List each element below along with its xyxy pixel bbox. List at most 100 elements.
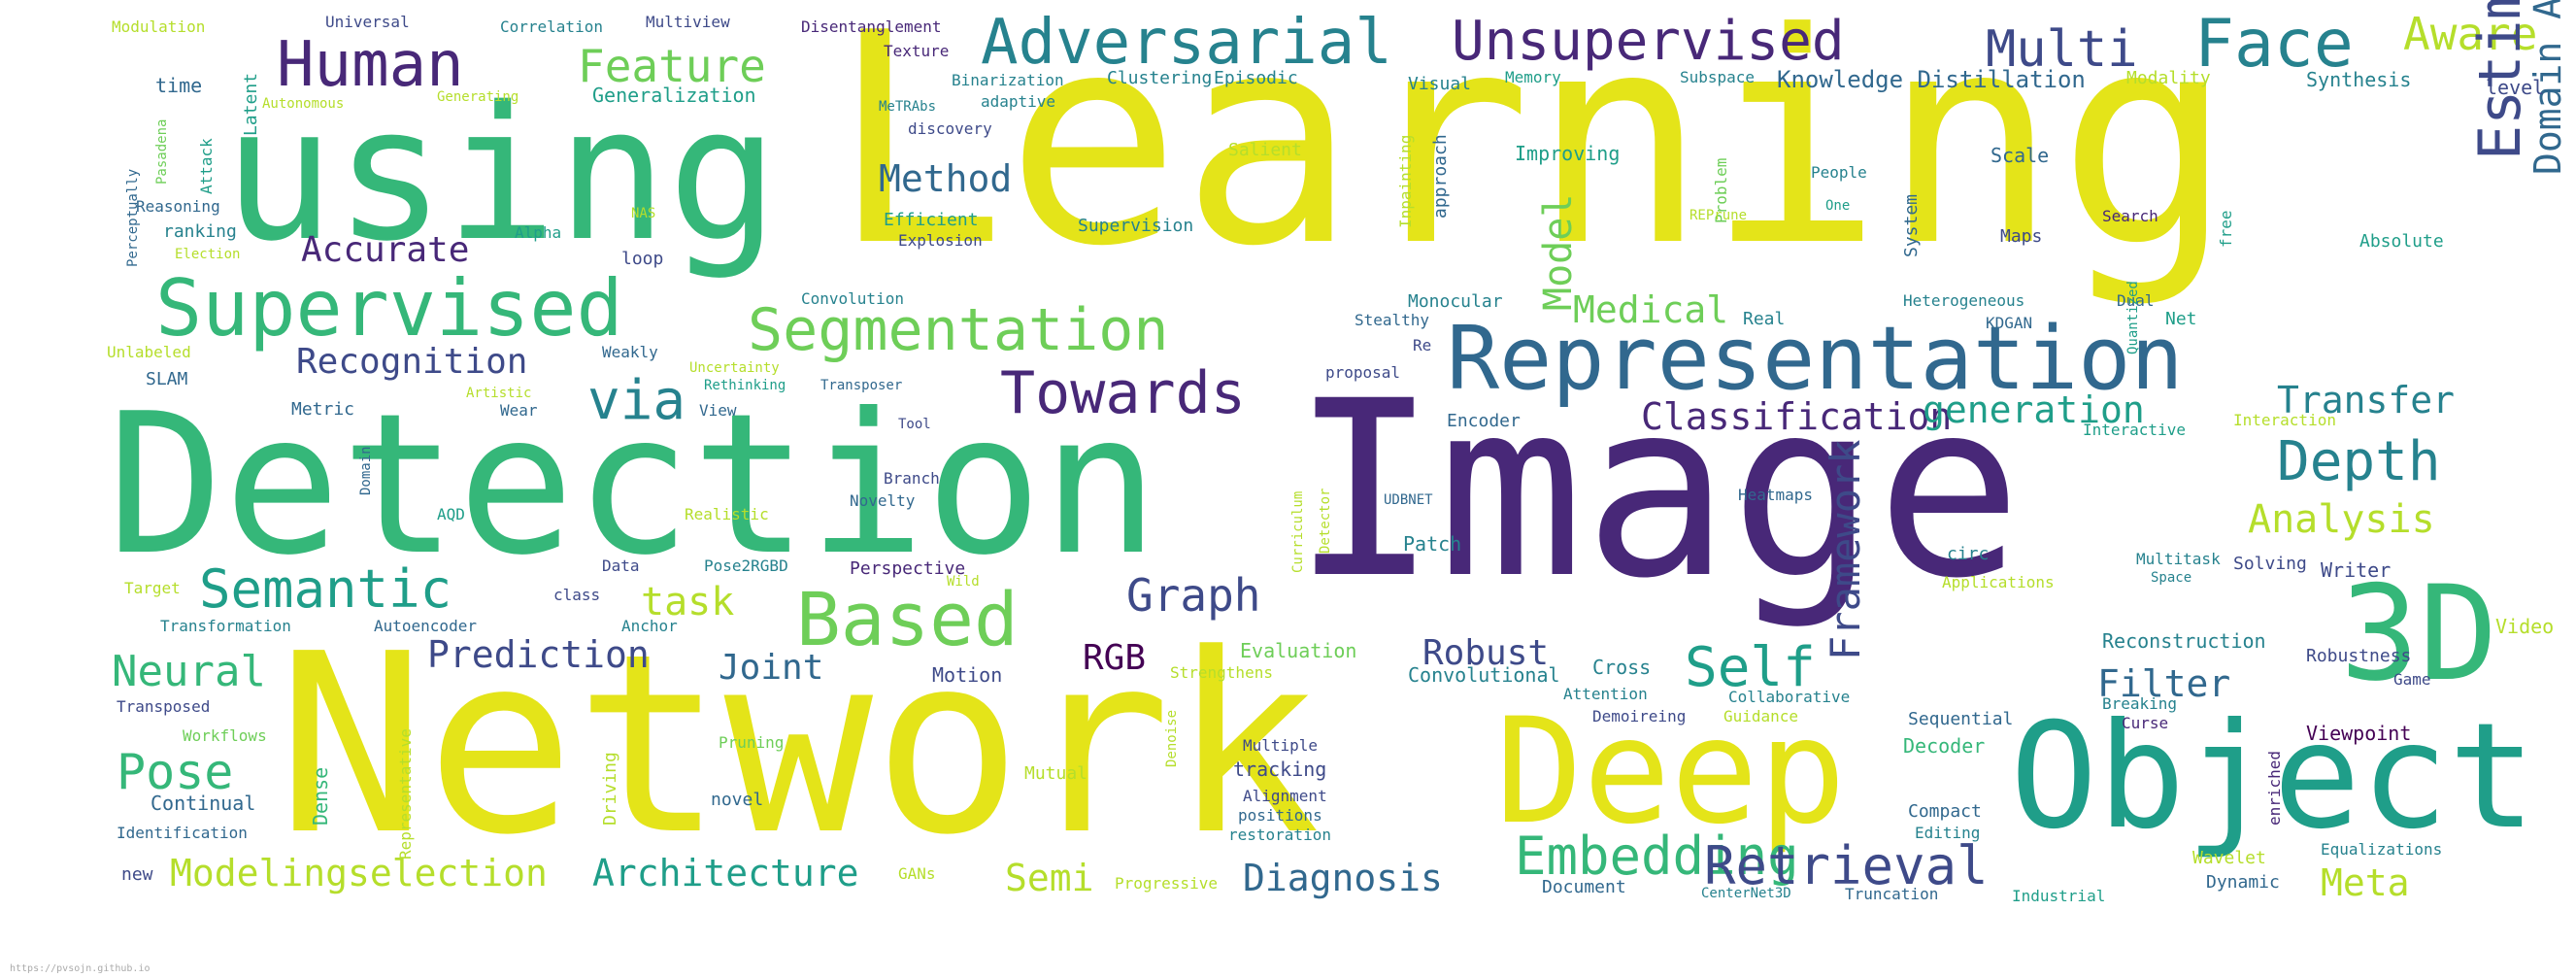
word: Uncertainty	[689, 360, 780, 376]
word: Meta	[2321, 861, 2410, 904]
word: Salient	[1228, 140, 1302, 160]
word: Binarization	[952, 71, 1064, 89]
word: Network	[277, 601, 1321, 890]
word: Architecture	[592, 852, 859, 894]
word: RGB	[1083, 638, 1147, 678]
word: via	[587, 369, 686, 432]
word: discovery	[908, 119, 992, 138]
word: Scale	[1991, 144, 2050, 167]
word: Cross	[1592, 656, 1652, 679]
word: Supervision	[1078, 216, 1194, 236]
word: Detection	[107, 372, 1159, 598]
word: Re	[1413, 336, 1432, 354]
word: Subspace	[1680, 68, 1756, 86]
word: Recognition	[296, 342, 528, 382]
word: Demoireing	[1592, 707, 1687, 725]
word: Correlation	[500, 17, 603, 36]
word: Autonomous	[262, 96, 345, 112]
word: Representative	[396, 728, 415, 860]
word: Object	[2010, 692, 2536, 861]
word: Towards	[1000, 359, 1246, 427]
word: Maps	[2000, 226, 2043, 247]
word: Stealthy	[1355, 311, 1430, 329]
word: Writer	[2321, 558, 2392, 582]
word: Editing	[1915, 824, 1981, 842]
word: Embedding	[1515, 826, 1799, 887]
word: Disentanglement	[801, 17, 942, 36]
word: Clustering	[1107, 68, 1213, 88]
word: Domain	[358, 446, 374, 495]
word: Viewpoint	[2306, 722, 2412, 745]
word: Analysis	[2248, 497, 2435, 542]
word: Latent	[241, 72, 261, 136]
word: Unsupervised	[1452, 10, 1845, 73]
word: Dual	[2117, 291, 2155, 310]
word: Realistic	[685, 505, 769, 523]
word: novel	[711, 790, 764, 810]
word: Continual	[151, 792, 256, 815]
word: proposal	[1325, 363, 1401, 382]
word: Truncation	[1845, 885, 1939, 903]
word: Quantized	[2125, 281, 2141, 354]
word: Heatmaps	[1738, 486, 1814, 504]
word: Interactive	[2083, 421, 2186, 439]
word: Progressive	[1115, 874, 1218, 893]
word: Game	[2393, 670, 2431, 689]
word: Strengthens	[1170, 663, 1273, 682]
word: Prediction	[427, 633, 650, 676]
word: Decoder	[1903, 734, 1986, 758]
word: Aware	[2403, 8, 2538, 60]
word: time	[155, 74, 203, 97]
word: Branch	[884, 469, 940, 488]
word: View	[699, 401, 737, 420]
word: MeTRAbs	[879, 99, 937, 115]
word: Unlabeled	[107, 343, 191, 361]
word: Feature	[578, 40, 766, 92]
word: Wavelet	[2192, 848, 2266, 868]
word: Artistic	[466, 386, 532, 401]
word: Pose	[117, 744, 234, 800]
word: Segmentation	[748, 296, 1169, 364]
word: Retrieval	[1704, 835, 1989, 896]
word: ranking	[163, 221, 237, 242]
word: Identification	[117, 824, 248, 842]
word: Deep	[1495, 688, 1847, 857]
word: level	[2486, 76, 2545, 99]
word: Monocular	[1408, 291, 1503, 312]
word: GANs	[898, 864, 936, 883]
word: Perceptually	[125, 168, 141, 267]
word: Improving	[1515, 142, 1621, 165]
word: People	[1811, 163, 1867, 182]
word: Video	[2495, 615, 2555, 638]
word: Episodic	[1214, 68, 1298, 88]
word: Real	[1743, 309, 1786, 329]
word: Solving	[2233, 554, 2307, 574]
word: One	[1825, 198, 1851, 214]
word: Face	[2194, 6, 2354, 83]
word: Visual	[1408, 74, 1472, 94]
word: Anchor	[621, 617, 678, 635]
word: Transposer	[820, 378, 903, 393]
word: Universal	[325, 13, 410, 31]
word: Encoder	[1447, 411, 1521, 431]
word: Evaluation	[1240, 639, 1357, 662]
word: Guidance	[1723, 707, 1799, 725]
word: Document	[1542, 877, 1626, 897]
word: Joint	[719, 648, 824, 688]
word: Transformation	[160, 617, 291, 635]
word: Robustness	[2306, 646, 2412, 666]
word: enriched	[2265, 750, 2284, 826]
word: generation	[1923, 388, 2145, 431]
word: approach	[1430, 134, 1451, 219]
word: Breaking	[2102, 694, 2178, 713]
word: Dense	[309, 766, 332, 826]
word: Transposed	[117, 697, 211, 716]
word: Representation	[1447, 308, 2184, 410]
word: Explosion	[898, 231, 983, 250]
word: Classification	[1641, 395, 1953, 438]
word: Data	[602, 556, 640, 575]
word: Graph	[1126, 569, 1261, 622]
word: SLAM	[146, 369, 188, 389]
word: Curse	[2122, 714, 2169, 732]
word: Heterogeneous	[1903, 291, 2025, 310]
